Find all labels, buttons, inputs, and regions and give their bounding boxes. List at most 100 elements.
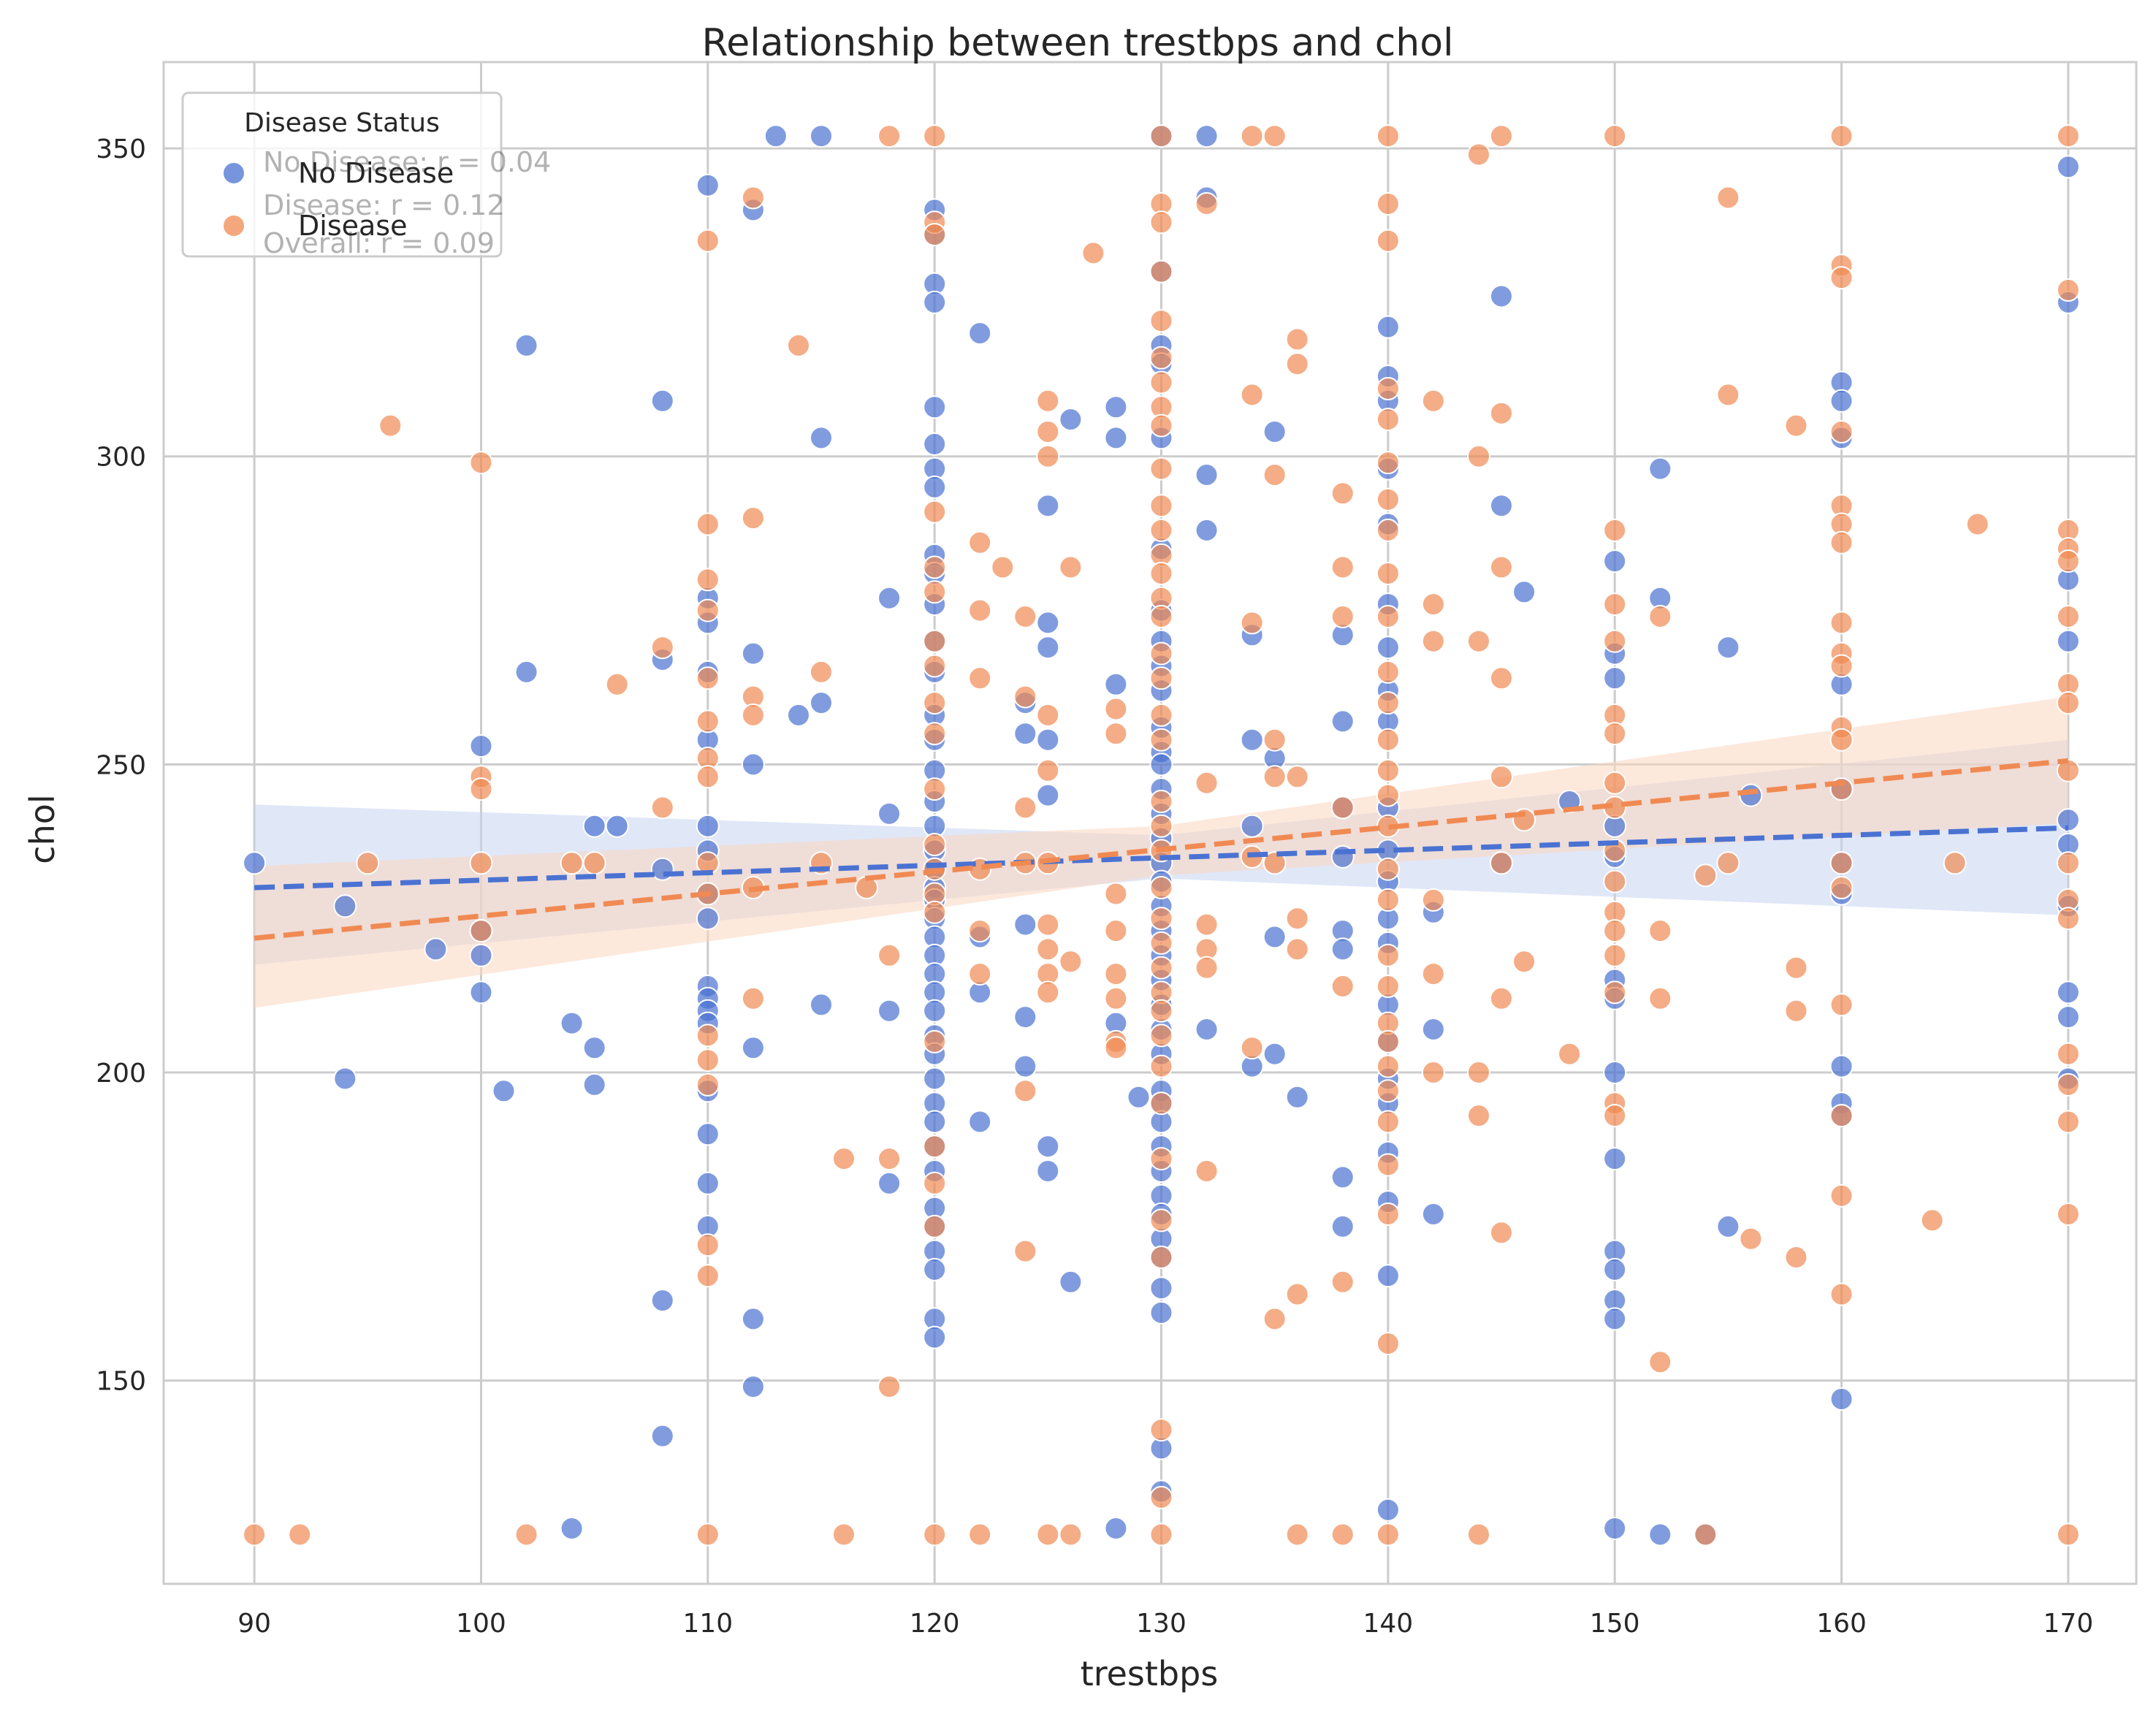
data-point-disease [968, 598, 992, 622]
data-point-disease [1262, 463, 1287, 487]
data-point-no-disease [514, 333, 538, 357]
data-point-disease [1490, 124, 1513, 148]
data-point-no-disease [923, 290, 947, 314]
data-point-disease [1149, 1522, 1173, 1547]
data-point-disease [1149, 259, 1173, 283]
data-point-disease [1149, 413, 1173, 438]
data-point-disease [1648, 1350, 1672, 1374]
data-point-no-disease [1036, 1135, 1060, 1159]
data-point-disease [1104, 986, 1128, 1010]
data-point-disease [1149, 814, 1173, 838]
data-point-no-disease [560, 1517, 584, 1541]
data-point-disease [560, 851, 584, 875]
data-point-disease [1149, 1091, 1173, 1116]
data-point-no-disease [1104, 426, 1128, 450]
trend-line-no-disease [254, 825, 2069, 891]
data-point-disease [1716, 851, 1740, 875]
data-point-disease [923, 1029, 947, 1053]
data-point-disease [1376, 660, 1400, 684]
data-point-no-disease [923, 1110, 947, 1134]
data-point-no-disease [1036, 728, 1060, 752]
data-point-no-disease [1036, 783, 1060, 807]
data-point-no-disease [1195, 124, 1219, 148]
data-point-disease [1376, 605, 1400, 628]
data-point-disease [1490, 555, 1513, 579]
x-tick-label: 170 [2043, 1609, 2094, 1639]
data-point-disease [1330, 481, 1355, 506]
data-point-no-disease [1104, 672, 1128, 696]
data-point-disease [1829, 851, 1854, 875]
data-point-disease [1285, 1522, 1309, 1547]
data-point-disease [1149, 1024, 1173, 1048]
data-point-disease [877, 1375, 902, 1399]
data-point-disease [1285, 937, 1309, 961]
legend: No Disease: r = 0.04 Disease: r = 0.12 O… [181, 91, 551, 259]
data-point-no-disease [763, 124, 788, 148]
data-point-disease [1081, 241, 1105, 265]
data-point-no-disease [696, 814, 720, 838]
data-point-disease [1262, 1307, 1287, 1331]
data-point-disease [1490, 851, 1513, 875]
data-point-disease [1104, 697, 1128, 721]
data-point-disease [1149, 1246, 1173, 1269]
data-point-no-disease [877, 999, 902, 1023]
data-point-no-disease [923, 1257, 947, 1281]
data-point-no-disease [1240, 728, 1264, 752]
data-point-disease [1603, 771, 1627, 795]
data-point-no-disease [2056, 1005, 2080, 1029]
data-point-no-disease [1829, 1054, 1854, 1078]
data-point-no-disease [2056, 155, 2080, 179]
data-point-disease [1376, 1202, 1400, 1226]
data-point-disease [1104, 919, 1128, 943]
x-tick-label: 130 [1136, 1609, 1186, 1639]
data-point-disease [1829, 530, 1854, 554]
data-point-disease [877, 1147, 902, 1171]
data-point-no-disease [582, 1072, 606, 1097]
data-point-disease [923, 500, 947, 524]
data-point-no-disease [968, 321, 992, 346]
annotation-disease-r: Disease: r = 0.12 [263, 189, 505, 221]
y-axis-label: chol [23, 794, 62, 864]
data-point-disease [1829, 611, 1854, 635]
data-point-disease [1467, 1104, 1490, 1128]
data-point-disease [582, 851, 606, 875]
data-point-no-disease [1013, 1005, 1037, 1029]
data-point-disease [1149, 931, 1173, 955]
data-point-disease [1013, 685, 1037, 709]
data-point-disease [1262, 765, 1287, 789]
data-point-disease [1558, 1042, 1582, 1066]
data-point-no-disease [923, 999, 947, 1023]
data-point-disease [1603, 592, 1627, 617]
data-point-disease [741, 506, 765, 530]
data-point-disease [1104, 962, 1128, 986]
data-point-no-disease [1013, 1054, 1037, 1078]
data-point-disease [650, 636, 674, 660]
data-point-no-disease [1149, 1300, 1173, 1324]
data-point-disease [1036, 389, 1060, 413]
data-point-disease [741, 703, 765, 727]
data-point-disease [1376, 783, 1400, 807]
data-point-disease [1240, 1036, 1264, 1060]
data-point-disease [923, 1214, 947, 1238]
data-point-no-disease [741, 752, 765, 777]
data-point-disease [1013, 605, 1037, 628]
data-point-disease [968, 919, 992, 943]
data-point-disease [1330, 1270, 1355, 1294]
data-point-no-disease [560, 1011, 584, 1035]
data-point-no-disease [968, 1110, 992, 1134]
data-point-disease [1330, 1522, 1355, 1547]
trend-lines [254, 758, 2069, 941]
data-point-no-disease [2056, 808, 2080, 832]
data-point-disease [923, 833, 947, 856]
data-point-disease [1149, 346, 1173, 370]
data-point-no-disease [1149, 1276, 1173, 1300]
data-point-no-disease [1330, 1165, 1355, 1189]
data-point-disease [1829, 124, 1854, 148]
data-point-disease [696, 229, 720, 253]
data-point-disease [923, 580, 947, 604]
data-point-no-disease [1262, 420, 1287, 443]
data-point-disease [1603, 919, 1627, 943]
x-tick-label: 140 [1363, 1609, 1414, 1639]
data-point-no-disease [923, 432, 947, 456]
data-point-disease [1149, 956, 1173, 980]
